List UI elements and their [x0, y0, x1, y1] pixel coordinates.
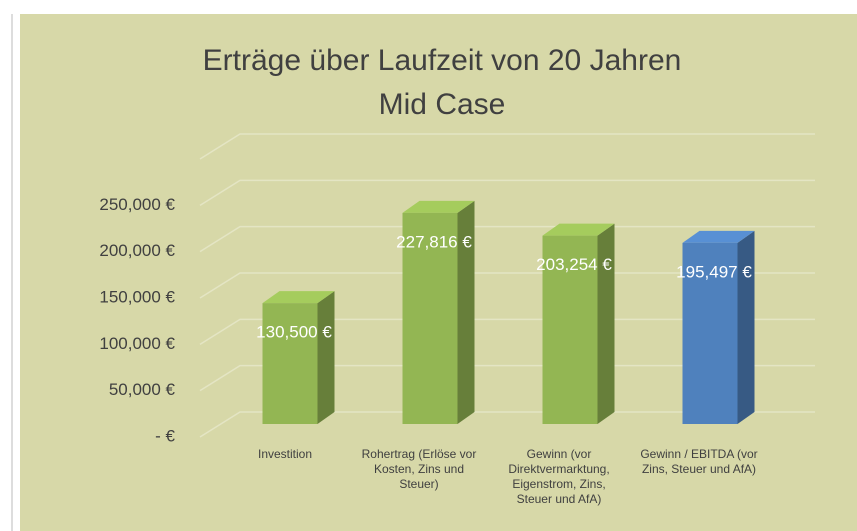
bar-side: [597, 223, 615, 424]
bar-top: [402, 200, 475, 213]
grid-line: [199, 318, 815, 345]
grid-line: [199, 411, 815, 438]
y-tick-label: 150,000 €: [99, 287, 175, 306]
chart-title: Erträge über Laufzeit von 20 Jahren: [203, 44, 682, 77]
chart-subtitle: Mid Case: [379, 88, 506, 121]
data-label: 195,497 €: [676, 262, 752, 281]
bar-front: [542, 235, 598, 424]
y-tick-label: 100,000 €: [99, 334, 175, 353]
bar-front: [402, 212, 458, 424]
x-tick-label: Gewinn / EBITDA (vor Zins, Steuer und Af…: [640, 447, 758, 476]
bar: [542, 223, 615, 424]
grid-line: [199, 179, 815, 206]
bar-front: [682, 242, 738, 424]
x-tick-label: Gewinn (vor Direktvermarktung, Eigenstro…: [508, 447, 610, 506]
y-tick-label: - €: [155, 426, 175, 445]
bar: [402, 200, 475, 424]
bar-top: [262, 291, 335, 304]
wall-edge: [199, 133, 815, 160]
grid-line: [199, 225, 815, 253]
data-label: 227,816 €: [396, 232, 472, 251]
bar-top: [682, 230, 755, 243]
bar: [262, 291, 335, 424]
y-tick-label: 50,000 €: [109, 380, 176, 399]
bar: [682, 230, 755, 424]
data-label: 203,254 €: [536, 255, 612, 274]
bar-side: [317, 291, 335, 424]
y-tick-label: 200,000 €: [99, 241, 175, 260]
grid-line: [199, 272, 815, 299]
grid-line: [199, 364, 815, 392]
bar-front: [262, 303, 318, 424]
x-tick-label: Rohertrag (Erlöse vor Kosten, Zins und S…: [361, 447, 477, 491]
y-tick-label: 250,000 €: [99, 195, 175, 214]
bar-top: [542, 223, 615, 236]
data-label: 130,500 €: [256, 323, 332, 342]
bar-side: [737, 230, 755, 424]
bar-side: [457, 200, 475, 424]
x-tick-label: Investition: [257, 447, 313, 461]
